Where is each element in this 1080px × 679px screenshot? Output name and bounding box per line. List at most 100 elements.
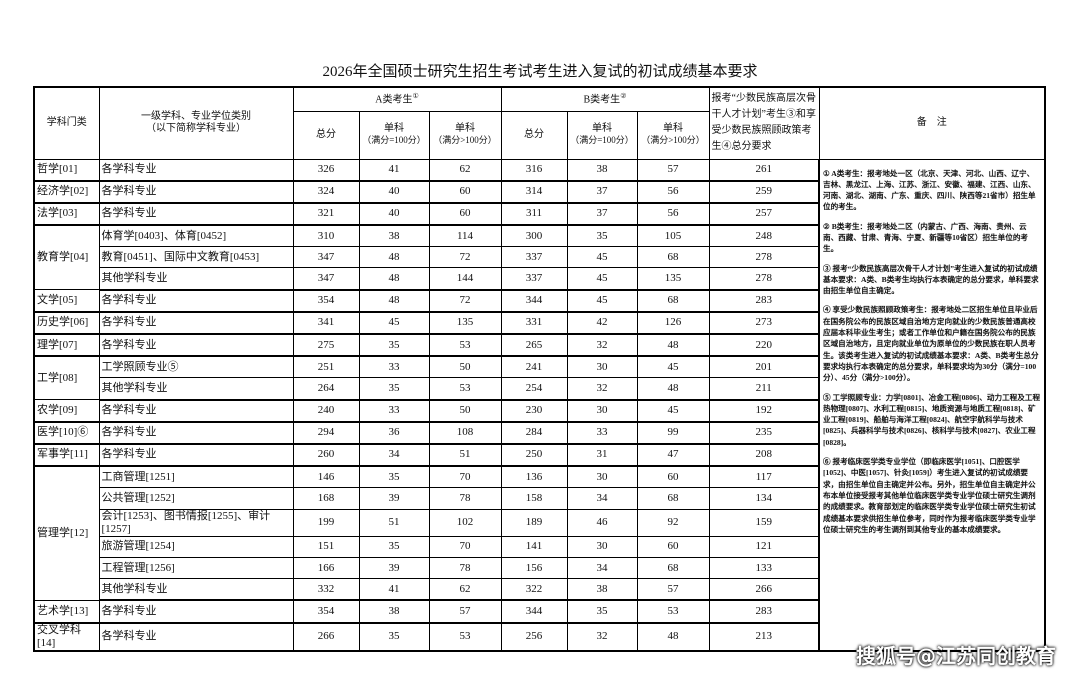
score-cell: 56 bbox=[636, 202, 710, 227]
score-cell: 146 bbox=[292, 465, 360, 489]
score-cell: 273 bbox=[708, 311, 820, 336]
score-cell: 57 bbox=[636, 158, 710, 182]
score-cell: 114 bbox=[428, 224, 502, 248]
score-cell: 117 bbox=[708, 465, 820, 489]
category-cell: 哲学[01] bbox=[33, 158, 100, 182]
subject-cell: 其他学科专业 bbox=[98, 377, 294, 401]
score-cell: 70 bbox=[428, 465, 502, 489]
subject-cell: 各学科专业 bbox=[98, 599, 294, 624]
subject-cell: 其他学科专业 bbox=[98, 267, 294, 291]
score-cell: 38 bbox=[358, 599, 430, 624]
group-b-mark: ② bbox=[620, 92, 627, 101]
score-cell: 30 bbox=[566, 465, 638, 489]
table-row: 医学[10]⑥ 各学科专业 294 36 108 284 33 99 235 bbox=[33, 421, 1045, 445]
score-cell: 144 bbox=[428, 267, 502, 291]
score-cell: 102 bbox=[428, 508, 502, 537]
score-cell: 341 bbox=[292, 311, 360, 336]
score-cell: 78 bbox=[428, 557, 502, 580]
score-cell: 62 bbox=[428, 158, 502, 182]
table-row: 历史学[06] 各学科专业 341 45 135 331 42 126 273 bbox=[33, 311, 1045, 336]
score-cell: 283 bbox=[708, 599, 820, 624]
score-cell: 324 bbox=[292, 180, 360, 204]
table-row: 工学[08] 工学照顾专业⑤ 251 33 50 241 30 45 201 bbox=[33, 355, 1045, 401]
score-cell: 48 bbox=[636, 377, 710, 401]
header-b-total: 总分 bbox=[500, 110, 568, 160]
category-cell: 管理学[12] bbox=[33, 465, 100, 601]
subject-cell: 各学科专业 bbox=[98, 443, 294, 468]
score-cell: 192 bbox=[708, 399, 820, 423]
header-subject-note: （以下简称学科专业） bbox=[146, 123, 246, 135]
header-a-total: 总分 bbox=[292, 110, 360, 160]
category-cell: 交叉学科[14] bbox=[33, 622, 100, 653]
score-cell: 168 bbox=[292, 487, 360, 510]
score-cell: 347 bbox=[292, 246, 360, 269]
score-cell: 254 bbox=[500, 377, 568, 401]
group-a-mark: ① bbox=[412, 92, 419, 101]
score-cell: 60 bbox=[636, 535, 710, 559]
score-cell: 47 bbox=[636, 443, 710, 468]
group-b-label: B类考生 bbox=[583, 94, 621, 106]
score-cell: 126 bbox=[636, 311, 710, 336]
score-cell: 45 bbox=[358, 311, 430, 336]
subject-cell: 各学科专业 bbox=[98, 421, 294, 445]
score-cell: 38 bbox=[566, 578, 638, 602]
score-cell: 259 bbox=[708, 180, 820, 204]
score-cell: 332 bbox=[292, 578, 360, 602]
note-item: ④ 享受少数民族照顾政策考生：报考地处二区招生单位且毕业后在国务院公布的民族区域… bbox=[823, 305, 1039, 383]
score-cell: 48 bbox=[636, 333, 710, 358]
score-cell: 213 bbox=[708, 622, 820, 653]
score-cell: 32 bbox=[566, 333, 638, 358]
table-row: 文学[05] 各学科专业 354 48 72 344 45 68 283 bbox=[33, 289, 1045, 313]
score-cell: 60 bbox=[428, 180, 502, 204]
header-minority: 报考“少数民族高层次骨干人才计划”考生③和享受少数民族照顾政策考生④总分要求 bbox=[708, 86, 820, 160]
score-cell: 278 bbox=[708, 246, 820, 269]
score-cell: 68 bbox=[636, 289, 710, 313]
subject-cell: 公共管理[1252] bbox=[98, 487, 294, 510]
category-cell: 历史学[06] bbox=[33, 311, 100, 336]
label: 单科 bbox=[384, 123, 404, 134]
header-b-single-100: 单科 （满分=100分） bbox=[566, 110, 638, 160]
score-cell: 37 bbox=[566, 202, 638, 227]
score-cell: 275 bbox=[292, 333, 360, 358]
note-item: ③ 报考“少数民族高层次骨干人才计划”考生进入复试的初试成绩基本要求：A类、B类… bbox=[823, 263, 1039, 296]
score-cell: 133 bbox=[708, 557, 820, 580]
score-cell: 108 bbox=[428, 421, 502, 445]
score-cell: 347 bbox=[292, 267, 360, 291]
score-cell: 261 bbox=[708, 158, 820, 182]
header-a-single-100: 单科 （满分=100分） bbox=[358, 110, 430, 160]
subject-cell: 各学科专业 bbox=[98, 202, 294, 227]
label: 单科 bbox=[663, 123, 683, 134]
table-row: 教育[0451]、国际中文教育[0453] 347 48 72 337 45 68 278 bbox=[34, 246, 1045, 269]
score-cell: 189 bbox=[500, 508, 568, 537]
score-cell: 30 bbox=[566, 399, 638, 423]
score-cell: 35 bbox=[358, 535, 430, 559]
note-item: ⑤ 工学照顾专业：力学[0801]、冶金工程[0806]、动力工程及工程热物理[… bbox=[823, 392, 1041, 447]
score-cell: 326 bbox=[292, 158, 360, 182]
score-cell: 35 bbox=[566, 599, 638, 624]
score-cell: 284 bbox=[500, 421, 568, 445]
score-cell: 134 bbox=[708, 487, 820, 510]
category-cell: 艺术学[13] bbox=[33, 599, 100, 624]
table-row: 军事学[11] 各学科专业 260 34 51 250 31 47 208 bbox=[33, 443, 1045, 468]
score-cell: 31 bbox=[566, 443, 638, 468]
score-cell: 35 bbox=[358, 377, 430, 401]
score-cell: 201 bbox=[708, 355, 820, 379]
score-cell: 48 bbox=[358, 246, 430, 269]
header-subject: 一级学科、专业学位类别 （以下简称学科专业） bbox=[98, 86, 294, 160]
table-row: 旅游管理[1254] 151 35 70 141 30 60 121 bbox=[34, 535, 1045, 559]
score-cell: 45 bbox=[636, 355, 710, 379]
score-cell: 56 bbox=[636, 180, 710, 204]
score-cell: 41 bbox=[358, 158, 430, 182]
header-category: 学科门类 bbox=[33, 86, 100, 160]
label: 单科 bbox=[455, 123, 475, 134]
subject-cell: 工程管理[1256] bbox=[98, 557, 294, 580]
score-cell: 251 bbox=[292, 355, 360, 379]
score-cell: 199 bbox=[292, 508, 360, 537]
score-cell: 264 bbox=[292, 377, 360, 401]
score-cell: 60 bbox=[636, 465, 710, 489]
score-cell: 240 bbox=[292, 399, 360, 423]
note: （满分>100分） bbox=[433, 135, 497, 145]
category-cell: 法学[03] bbox=[33, 202, 100, 227]
score-cell: 283 bbox=[708, 289, 820, 313]
score-cell: 34 bbox=[566, 557, 638, 580]
